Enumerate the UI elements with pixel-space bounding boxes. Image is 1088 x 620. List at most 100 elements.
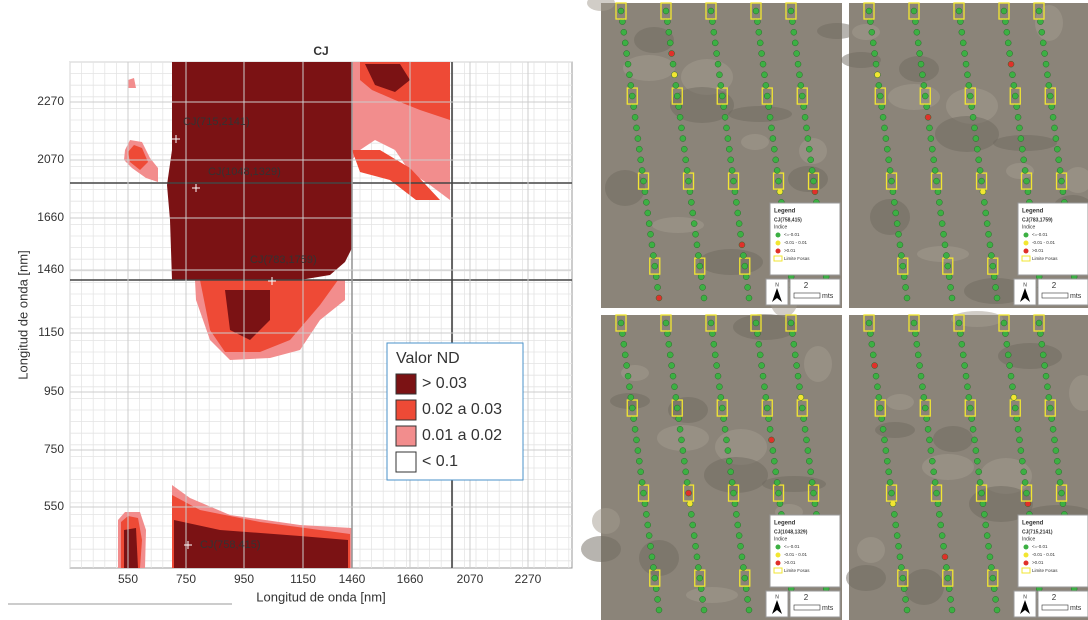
annotation: CJ(783,1759) bbox=[250, 254, 317, 266]
point bbox=[775, 489, 782, 497]
point bbox=[696, 262, 704, 270]
scale-value: 2 bbox=[1052, 281, 1057, 290]
point bbox=[938, 532, 946, 539]
point bbox=[669, 372, 677, 380]
point bbox=[885, 468, 892, 476]
point bbox=[962, 372, 970, 380]
point bbox=[962, 60, 970, 68]
point bbox=[941, 553, 949, 561]
point bbox=[773, 479, 781, 486]
point bbox=[985, 230, 992, 238]
point bbox=[654, 596, 661, 603]
point bbox=[790, 29, 798, 36]
point bbox=[929, 457, 936, 465]
point bbox=[648, 241, 656, 249]
map-field: Indice bbox=[1022, 536, 1036, 542]
point bbox=[685, 177, 692, 185]
legend-label: 0.02 a 0.03 bbox=[422, 401, 502, 418]
point bbox=[986, 241, 994, 249]
point bbox=[737, 230, 744, 238]
terrain-patch bbox=[1064, 167, 1088, 193]
map-legend-box bbox=[773, 255, 783, 262]
point bbox=[936, 511, 943, 518]
point bbox=[931, 167, 939, 174]
x-tick-label: 550 bbox=[118, 572, 138, 586]
point bbox=[926, 124, 933, 132]
point bbox=[871, 362, 878, 369]
map-legend-dot bbox=[1023, 552, 1029, 558]
point bbox=[895, 230, 902, 238]
map-legend-dot bbox=[775, 232, 781, 238]
point bbox=[948, 606, 956, 614]
pit-outline bbox=[660, 314, 672, 332]
point bbox=[1035, 319, 1043, 327]
point bbox=[971, 436, 978, 444]
point bbox=[898, 252, 905, 259]
point bbox=[723, 124, 730, 132]
map-legend-label: <=-0.01 bbox=[784, 232, 800, 237]
point bbox=[881, 436, 888, 444]
point bbox=[740, 252, 747, 259]
map-panel: Legend CJ(715,2141)Indice <=-0.01 -0.01 - 0… bbox=[846, 311, 1088, 620]
point bbox=[892, 209, 899, 217]
point bbox=[948, 294, 956, 302]
terrain-patch bbox=[741, 134, 769, 150]
crosshair bbox=[268, 277, 276, 285]
y-tick-label: 2070 bbox=[37, 152, 64, 166]
point bbox=[975, 468, 982, 476]
point bbox=[678, 124, 685, 132]
point bbox=[881, 124, 888, 132]
point bbox=[892, 521, 899, 529]
point bbox=[716, 71, 723, 79]
point bbox=[1012, 404, 1019, 412]
point bbox=[752, 319, 760, 327]
point bbox=[992, 284, 999, 291]
point bbox=[955, 319, 963, 327]
map-legend-label: >0.01 bbox=[1032, 560, 1044, 565]
point bbox=[993, 294, 1001, 302]
point bbox=[983, 532, 991, 539]
point bbox=[759, 60, 767, 68]
map-panel: Legend CJ(1048,1329)Indice <=-0.01 -0.01 - … bbox=[581, 314, 842, 620]
x-tick-label: 2270 bbox=[515, 572, 542, 586]
map-panel: Legend CJ(758,415)Indice <=-0.01 -0.01 - 0.… bbox=[587, 0, 857, 317]
point bbox=[620, 29, 628, 36]
point bbox=[651, 574, 659, 582]
point bbox=[624, 372, 632, 380]
pit-outline bbox=[863, 2, 875, 20]
point bbox=[671, 383, 678, 391]
x-tick-label: 1660 bbox=[397, 572, 424, 586]
point bbox=[937, 209, 944, 217]
point bbox=[1000, 7, 1008, 15]
point bbox=[621, 39, 629, 47]
terrain-patch bbox=[875, 422, 915, 438]
map-legend-label: <=-0.01 bbox=[784, 544, 800, 549]
terrain-patch bbox=[935, 116, 999, 152]
legend-label: < 0.1 bbox=[422, 453, 458, 470]
point bbox=[899, 262, 907, 270]
point bbox=[922, 404, 929, 412]
terrain-patch bbox=[817, 23, 857, 39]
point bbox=[772, 156, 779, 164]
point bbox=[982, 521, 989, 529]
crosshair bbox=[184, 541, 192, 549]
point bbox=[717, 394, 725, 401]
point bbox=[665, 29, 673, 36]
point bbox=[668, 50, 675, 57]
pit-outline bbox=[998, 314, 1010, 332]
point bbox=[762, 394, 770, 401]
map-legend-label: -0.01 - 0.01 bbox=[784, 552, 808, 557]
legend-label: > 0.03 bbox=[422, 375, 467, 392]
point bbox=[978, 489, 985, 497]
point bbox=[1016, 124, 1023, 132]
terrain-patch bbox=[852, 24, 880, 40]
terrain-patch bbox=[581, 536, 621, 562]
terrain-patch bbox=[762, 476, 826, 492]
point bbox=[1009, 71, 1016, 79]
point bbox=[682, 156, 689, 164]
point bbox=[727, 156, 734, 164]
terrain-patch bbox=[610, 393, 650, 409]
point bbox=[972, 135, 980, 142]
point bbox=[913, 29, 921, 36]
point bbox=[672, 394, 680, 401]
